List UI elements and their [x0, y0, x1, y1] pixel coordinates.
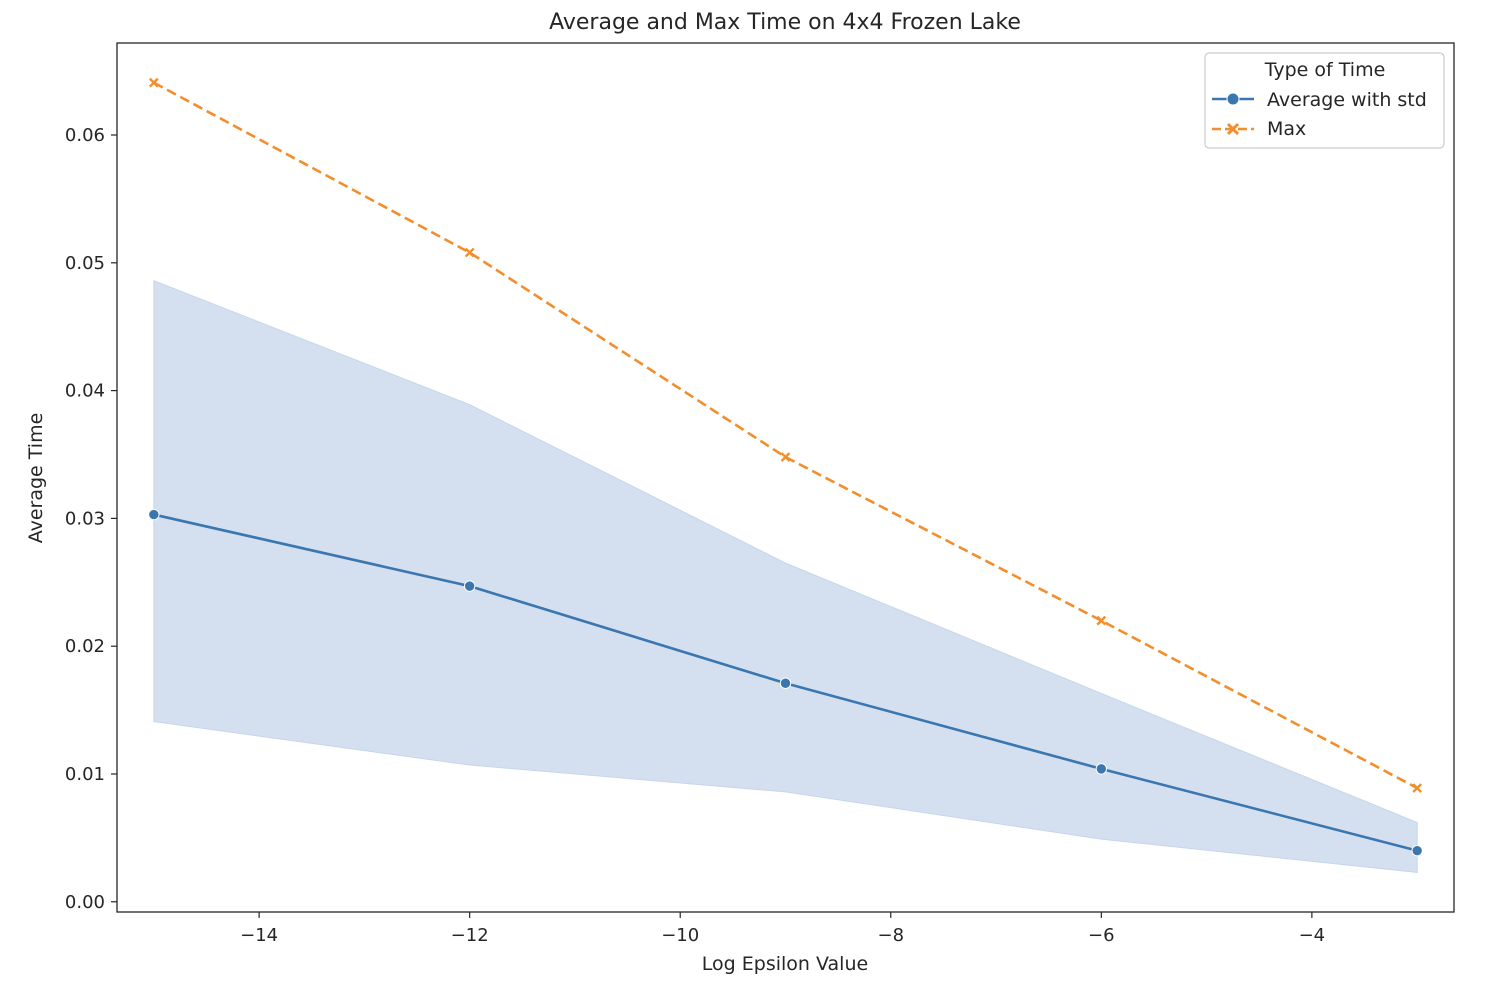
- legend-box: [1204, 52, 1445, 149]
- x-tick-label: −10: [661, 925, 699, 946]
- x-tick-label: −12: [451, 925, 489, 946]
- max-point: [148, 77, 159, 88]
- chart-title: Average and Max Time on 4x4 Frozen Lake: [549, 10, 1021, 35]
- y-tick-label: 0.06: [65, 125, 105, 146]
- legend-average-label: Average with std: [1267, 89, 1427, 111]
- y-tick-label: 0.02: [65, 636, 105, 657]
- average-point: [779, 677, 792, 689]
- average-point: [463, 580, 476, 592]
- max-point: [464, 247, 475, 258]
- max-point: [780, 452, 791, 462]
- x-tick-label: −8: [878, 925, 905, 946]
- average-point: [1411, 844, 1423, 857]
- y-tick-label: 0.04: [65, 381, 105, 402]
- x-tick-label: −4: [1299, 925, 1326, 946]
- x-tick-label: −6: [1088, 925, 1115, 946]
- legend-average-marker: [1226, 92, 1240, 106]
- std-band: [153, 279, 1418, 873]
- series-line-max: [153, 81, 1418, 790]
- series-markers-layer: [148, 77, 1423, 857]
- std-band-layer: [153, 279, 1418, 873]
- y-tick-label: 0.03: [65, 508, 105, 529]
- y-axis-title: Average Time: [25, 413, 47, 544]
- x-axis-title: Log Epsilon Value: [702, 953, 868, 975]
- y-axis-ticks: 0.00 0.01 0.02 0.03 0.04 0.05 0.06: [65, 125, 117, 913]
- x-axis-ticks: −14 −12 −10 −8 −6 −4: [240, 912, 1325, 946]
- legend: Type of Time Average with std Max: [1204, 52, 1445, 149]
- y-tick-label: 0.01: [65, 764, 105, 785]
- average-point: [148, 508, 160, 521]
- plot-area-frame: [116, 42, 1455, 913]
- max-point: [1412, 783, 1422, 793]
- x-tick-label: −14: [240, 925, 278, 946]
- legend-max-marker: [1226, 122, 1240, 136]
- average-point: [1095, 763, 1108, 775]
- y-tick-label: 0.05: [65, 253, 105, 274]
- legend-title: Type of Time: [1264, 59, 1386, 81]
- legend-max-label: Max: [1267, 118, 1306, 140]
- max-point: [1096, 615, 1107, 626]
- y-tick-label: 0.00: [65, 892, 105, 913]
